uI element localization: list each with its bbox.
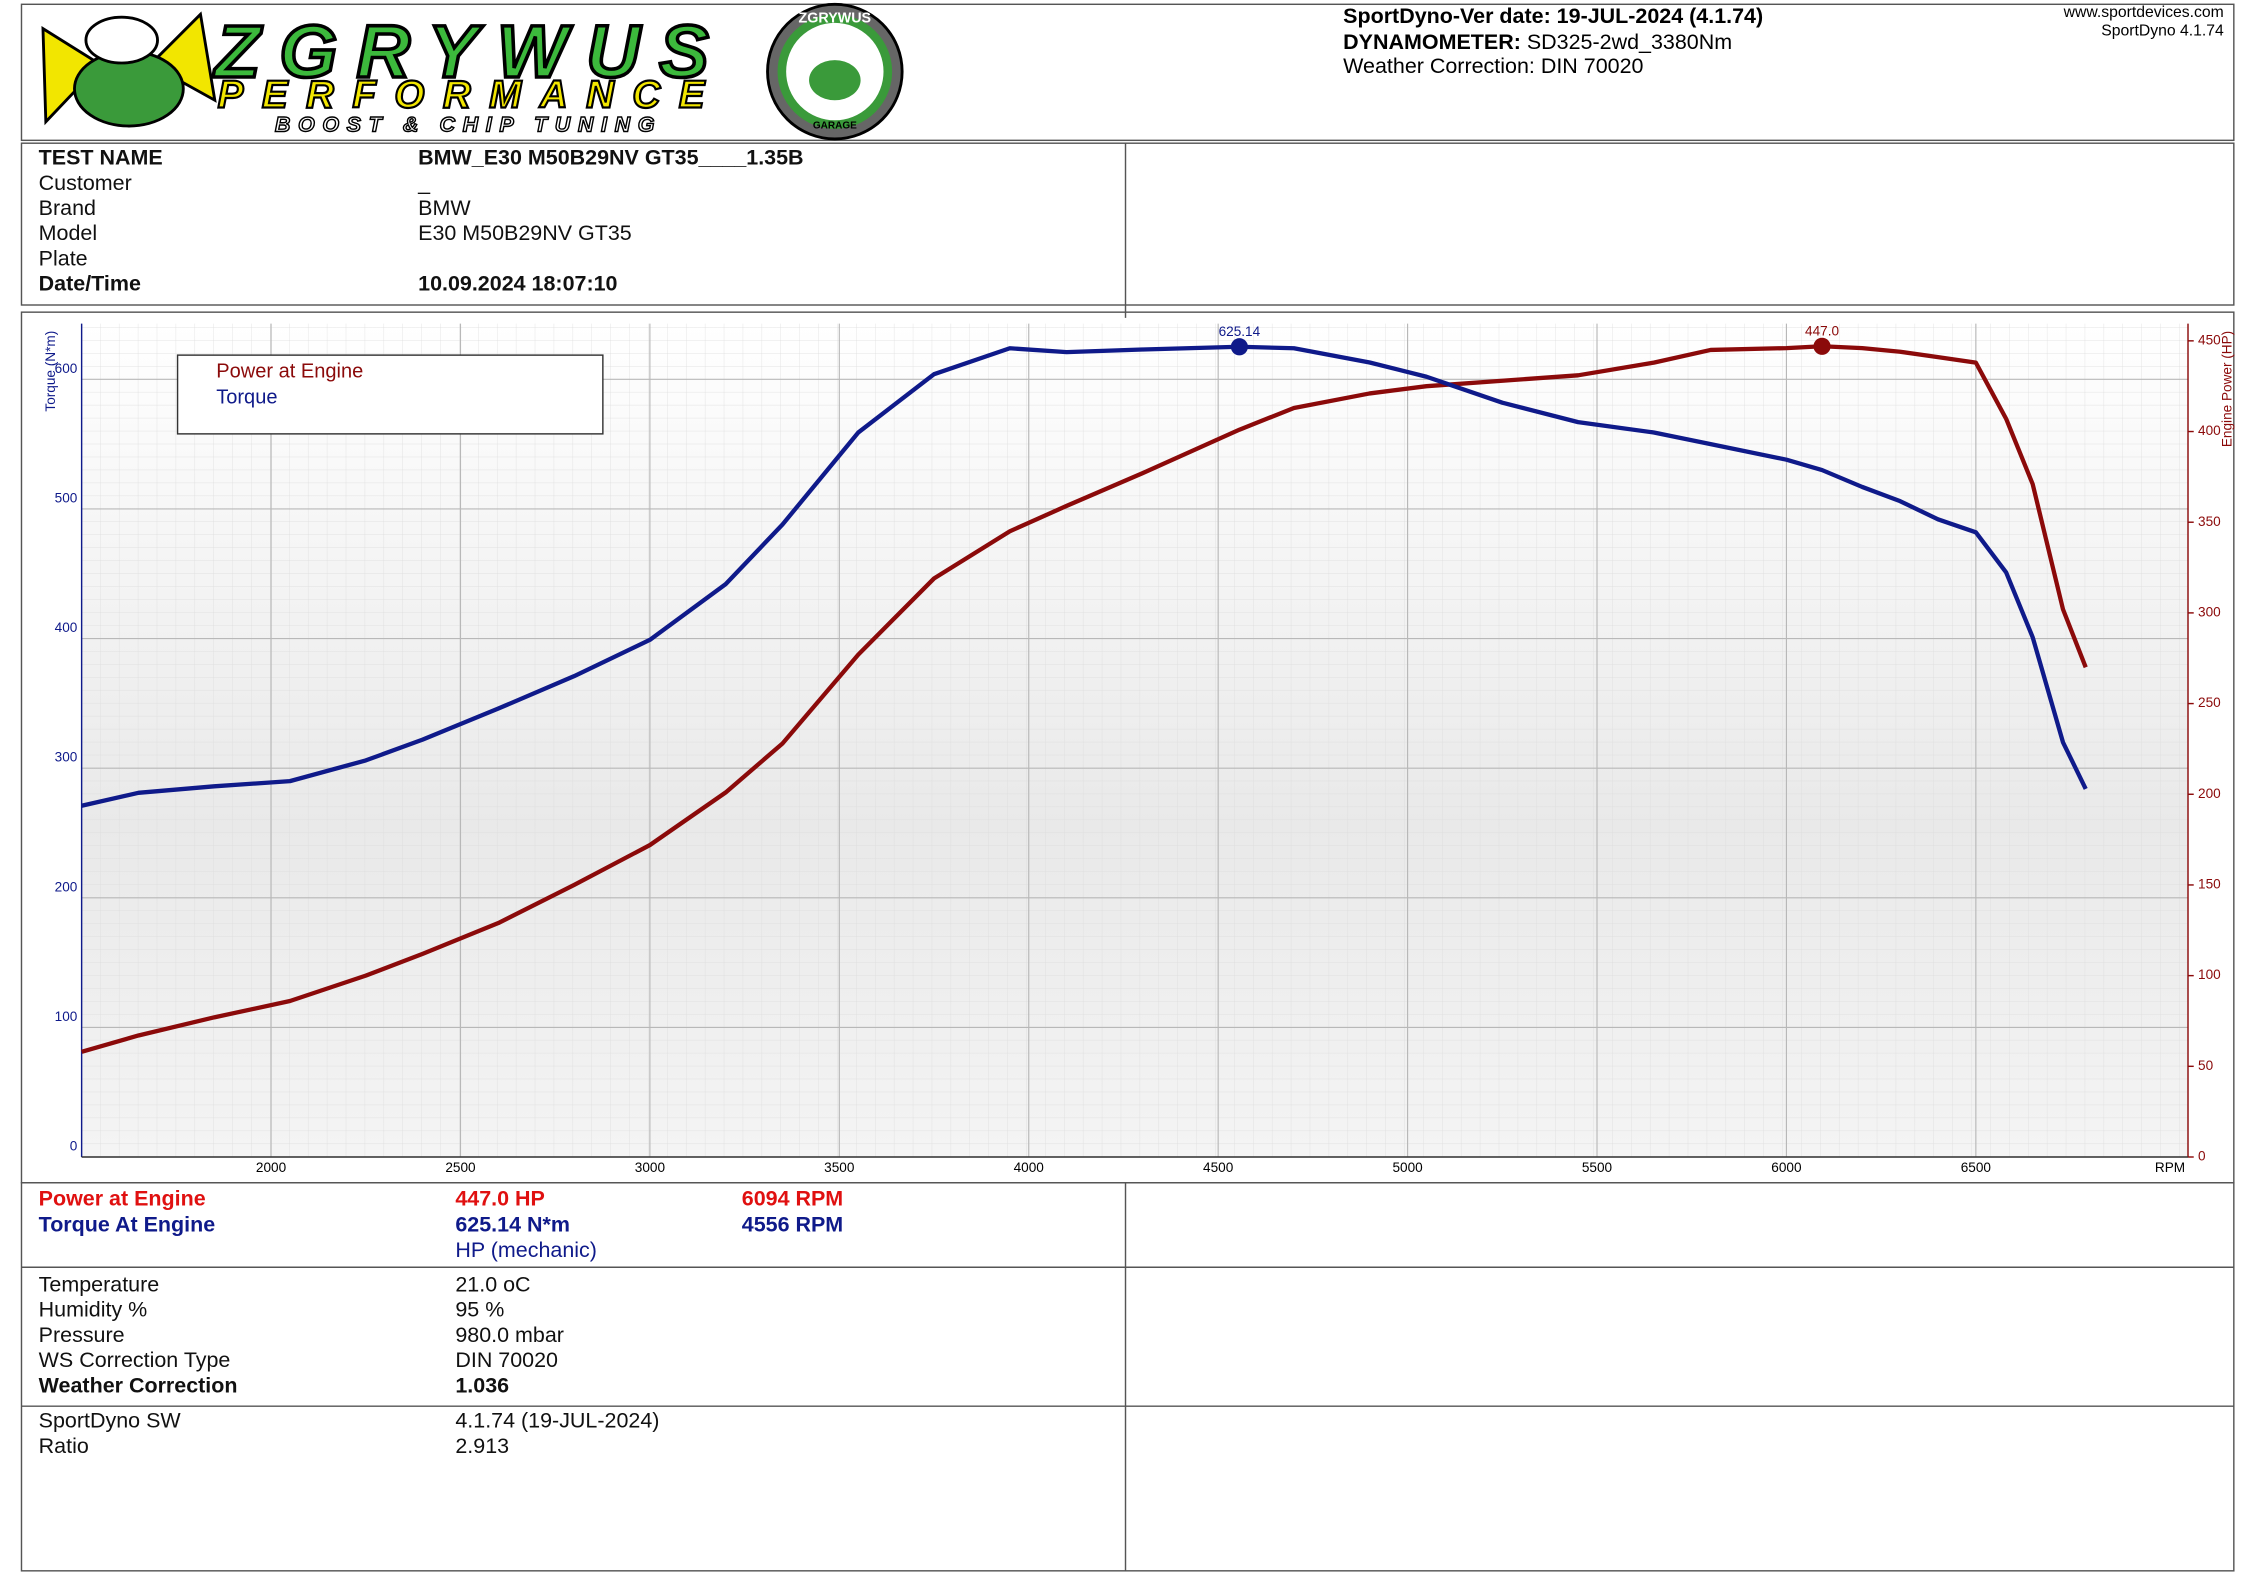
result-label: Torque At Engine [39, 1212, 216, 1236]
y2-axis-label: Engine Power (HP) [2220, 331, 2235, 447]
row-value: 2.913 [455, 1434, 509, 1458]
row-label: Date/Time [39, 272, 141, 296]
row-label: Brand [39, 196, 96, 220]
x-tick-label: 6500 [1961, 1160, 1992, 1175]
y2-tick-label: 350 [2198, 514, 2221, 529]
logo: ZGRYWUS PERFORMANCE BOOST & CHIP TUNING … [41, 2, 904, 141]
version-label: SportDyno-Ver date: [1343, 4, 1551, 28]
legend-entry: Power at Engine [216, 361, 363, 383]
row-label: Model [39, 221, 97, 245]
series-line [81, 344, 2088, 808]
x-tick-label: 3000 [635, 1160, 666, 1175]
x-tick-label: 2500 [445, 1160, 476, 1175]
dyno-label: DYNAMOMETER: [1343, 30, 1521, 54]
series-line [81, 344, 2088, 1054]
row-value: 21.0 oC [455, 1273, 530, 1297]
y2-tick-label: 150 [2198, 877, 2221, 892]
peak-label: 447.0 [1805, 324, 1839, 339]
weather-line: Weather Correction: DIN 70020 [1343, 54, 1643, 78]
row-value: 4.1.74 (19-JUL-2024) [455, 1409, 659, 1433]
x-tick-label: 4500 [1203, 1160, 1234, 1175]
result-note: HP (mechanic) [455, 1238, 597, 1262]
row-label: Plate [39, 246, 88, 270]
y2-tick-label: 50 [2198, 1058, 2214, 1073]
row-label: Ratio [39, 1434, 89, 1458]
y2-tick-label: 0 [2198, 1149, 2206, 1164]
legend-entry: Torque [216, 386, 277, 408]
row-label: TEST NAME [39, 146, 163, 170]
y-tick-label: 200 [55, 879, 78, 894]
result-rpm: 6094 RPM [742, 1187, 843, 1211]
peak-marker [1230, 338, 1248, 356]
result-label: Power at Engine [39, 1187, 206, 1211]
website: www.sportdevices.com [2063, 4, 2224, 21]
dyno-value: SD325-2wd_3380Nm [1527, 30, 1732, 54]
peak-label: 625.14 [1219, 324, 1261, 339]
row-label: Weather Correction [39, 1373, 238, 1397]
y-axis-label: Torque (N*m) [43, 331, 58, 412]
result-value: 625.14 N*m [455, 1212, 570, 1236]
header-frame [20, 3, 2235, 142]
row-label: SportDyno SW [39, 1409, 182, 1433]
y2-tick-label: 100 [2198, 967, 2221, 982]
row-label: WS Correction Type [39, 1348, 231, 1372]
row-label: Pressure [39, 1323, 125, 1347]
badge-bottom: GARAGE [813, 121, 857, 132]
row-value: BMW_E30 M50B29NV GT35____1.35B [418, 146, 803, 170]
y2-tick-label: 300 [2198, 604, 2221, 619]
row-label: Temperature [39, 1273, 160, 1297]
info-frame [20, 142, 2235, 306]
y2-tick-label: 400 [2198, 423, 2221, 438]
y-tick-label: 600 [55, 361, 78, 376]
result-rpm: 4556 RPM [742, 1212, 843, 1236]
row-label: Customer [39, 171, 132, 195]
row-label: Humidity % [39, 1298, 148, 1322]
y-tick-label: 100 [55, 1009, 78, 1024]
version-value: 19-JUL-2024 (4.1.74) [1557, 4, 1763, 28]
row-value: DIN 70020 [455, 1348, 558, 1372]
x-tick-label: 5000 [1392, 1160, 1423, 1175]
row-value: E30 M50B29NV GT35 [418, 221, 632, 245]
x-tick-label: 4000 [1014, 1160, 1045, 1175]
row-value: 980.0 mbar [455, 1323, 564, 1347]
badge-top: ZGRYWUS [799, 10, 872, 26]
x-tick-label: 3500 [824, 1160, 855, 1175]
y2-tick-label: 450 [2198, 332, 2221, 347]
software-version: SportDyno 4.1.74 [2101, 23, 2224, 40]
peak-marker [1813, 337, 1831, 355]
y-tick-label: 500 [55, 491, 78, 506]
row-value: BMW [418, 196, 471, 220]
result-value: 447.0 HP [455, 1187, 545, 1211]
logo-line3: BOOST & CHIP TUNING [275, 113, 655, 137]
row-value: 1.036 [455, 1373, 509, 1397]
y2-tick-label: 250 [2198, 695, 2221, 710]
y-tick-label: 0 [70, 1139, 78, 1154]
minor-grid [81, 323, 2189, 1158]
y-tick-label: 300 [55, 750, 78, 765]
row-value: _ [417, 171, 431, 195]
dyno-line: DYNAMOMETER: SD325-2wd_3380Nm [1343, 30, 1732, 54]
x-tick-label: 2000 [256, 1160, 287, 1175]
logo-brand: ZGRYWUS [213, 10, 709, 93]
row-value: 10.09.2024 18:07:10 [418, 272, 617, 296]
x-tick-label: 5500 [1582, 1160, 1613, 1175]
version-line: SportDyno-Ver date: 19-JUL-2024 (4.1.74) [1343, 4, 1763, 28]
x-tick-label: 6000 [1771, 1160, 1802, 1175]
results-frame [20, 1182, 2235, 1572]
row-value: 95 % [455, 1298, 504, 1322]
y-tick-label: 400 [55, 620, 78, 635]
legend-box [176, 354, 604, 435]
x-axis-label: RPM [2155, 1160, 2185, 1175]
y2-tick-label: 200 [2198, 786, 2221, 801]
